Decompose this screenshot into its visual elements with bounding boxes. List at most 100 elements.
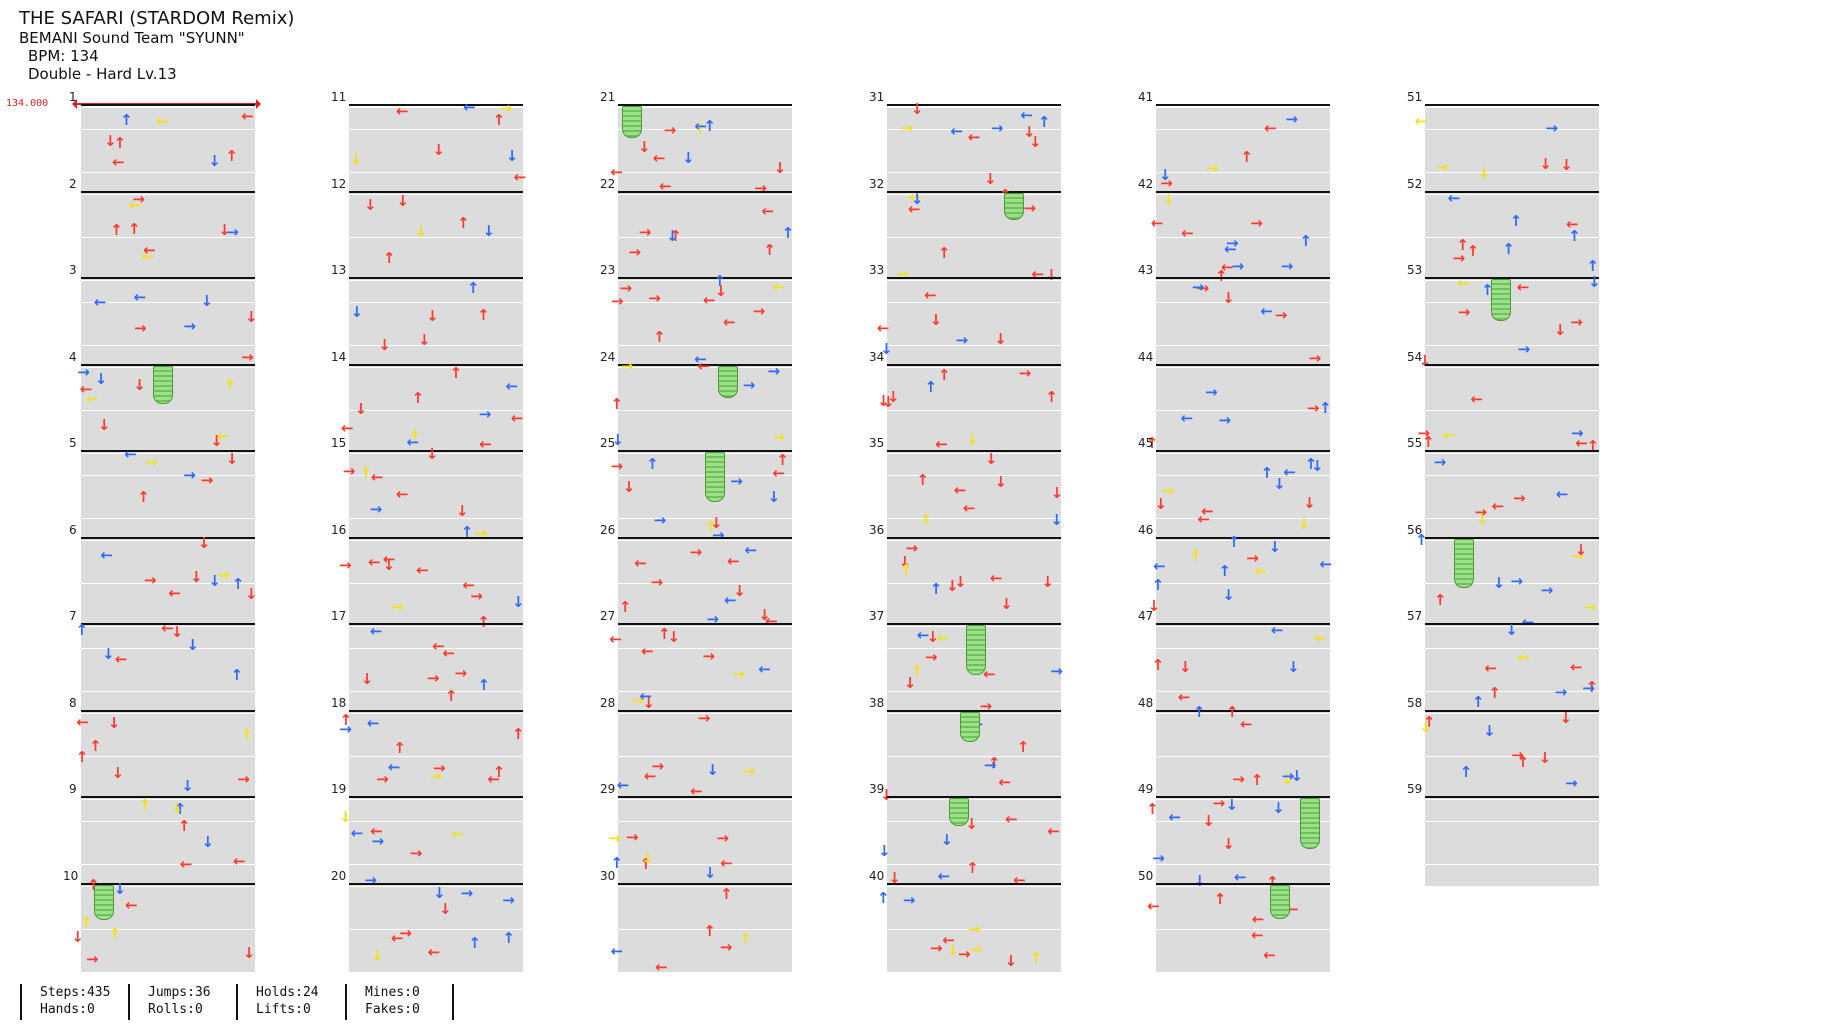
measure-block (349, 190, 523, 281)
beat-band (1425, 735, 1599, 757)
step-arrow-icon: ↑ (720, 885, 733, 904)
measure-number: 23 (600, 263, 616, 277)
step-arrow-icon: ← (1150, 214, 1164, 233)
step-arrow-icon: ← (442, 643, 456, 662)
step-arrow-icon: ↓ (1004, 951, 1018, 970)
beat-band (349, 475, 523, 497)
beat-band (618, 108, 792, 129)
bpm-change-left-cap (72, 99, 77, 109)
beat-band (618, 518, 792, 540)
step-arrow-icon: ↑ (919, 510, 933, 529)
step-arrow-icon: ↑ (1299, 231, 1313, 250)
beat-band (618, 929, 792, 951)
step-arrow-icon: ↓ (1041, 572, 1054, 591)
beat-band (349, 345, 523, 367)
step-arrow-icon: ← (655, 958, 668, 977)
step-arrow-icon: ← (112, 153, 125, 172)
step-arrow-icon: → (1231, 256, 1245, 275)
step-arrow-icon: ↓ (667, 628, 681, 647)
step-arrow-icon: → (1306, 399, 1320, 418)
step-arrow-icon: ↓ (1193, 871, 1206, 890)
step-arrow-icon: ↑ (924, 378, 938, 397)
step-arrow-icon: ← (697, 357, 711, 376)
step-arrow-icon: → (1246, 549, 1259, 568)
beat-band (618, 864, 792, 886)
step-arrow-icon: ↑ (466, 278, 480, 297)
step-arrow-icon: ↑ (639, 855, 653, 874)
step-arrow-icon: ← (1197, 509, 1211, 528)
measure-number: 43 (1138, 263, 1154, 277)
step-arrow-icon: ← (1177, 687, 1191, 706)
step-arrow-icon: ↓ (245, 308, 258, 327)
step-arrow-icon: ← (659, 176, 672, 195)
step-arrow-icon: → (226, 223, 239, 242)
stat-fakes: Fakes:0 (365, 1002, 420, 1017)
measure-line (618, 709, 792, 712)
beat-band (1156, 583, 1330, 605)
beat-band (349, 497, 523, 519)
chart-statistics: Steps:435 Hands:0 Jumps:36 Rolls:0 Holds… (0, 984, 1828, 1024)
step-arrow-icon: ↑ (75, 747, 89, 766)
step-arrow-icon: → (1191, 278, 1205, 297)
step-arrow-icon: ← (432, 636, 445, 655)
step-arrow-icon: → (631, 691, 644, 710)
step-arrow-icon: ↓ (107, 713, 121, 732)
beat-band (349, 367, 523, 389)
measure-block (1156, 190, 1330, 281)
step-arrow-icon: ← (744, 540, 758, 559)
step-arrow-icon: ↑ (75, 621, 89, 640)
measure-block (618, 104, 792, 194)
step-arrow-icon: ← (909, 188, 922, 207)
beat-band (81, 648, 255, 670)
measure-number: 4 (69, 349, 77, 364)
measure-line (1156, 709, 1330, 712)
step-arrow-icon: ← (916, 626, 930, 645)
beat-band (1156, 216, 1330, 238)
step-arrow-icon: ← (694, 350, 707, 369)
stat-mines: Mines:0 (365, 985, 420, 1000)
step-arrow-icon: → (132, 190, 145, 209)
beat-band (81, 194, 255, 216)
beat-band (1425, 432, 1599, 454)
beat-band (1425, 237, 1599, 259)
beat-band (349, 691, 523, 713)
step-arrow-icon: ↓ (940, 830, 954, 849)
beat-band (887, 432, 1061, 454)
step-arrow-icon: ↓ (641, 848, 654, 867)
measure-line (887, 709, 1061, 712)
step-arrow-icon: → (426, 669, 440, 688)
step-arrow-icon: ↑ (393, 738, 406, 757)
beat-band (887, 886, 1061, 908)
measure-block (618, 450, 792, 540)
measure-block (1425, 363, 1599, 454)
step-arrow-icon: ↓ (880, 340, 893, 359)
step-arrow-icon: ← (1020, 106, 1033, 125)
beat-band (81, 108, 255, 129)
beat-band (81, 886, 255, 908)
step-arrow-icon: ↓ (1505, 621, 1518, 640)
beat-band (887, 778, 1061, 800)
beat-band (1156, 518, 1330, 540)
hold-note-icon (705, 452, 726, 503)
bpm-change-right-cap (256, 99, 261, 109)
step-arrow-icon: → (900, 118, 913, 137)
step-arrow-icon: ↑ (1225, 702, 1239, 721)
step-arrow-icon: ↑ (113, 134, 127, 153)
beat-band (349, 454, 523, 475)
step-arrow-icon: ↓ (113, 879, 127, 898)
step-arrow-icon: → (626, 828, 639, 847)
step-arrow-icon: → (902, 890, 916, 909)
step-arrow-icon: → (1225, 233, 1239, 252)
beat-band (81, 324, 255, 346)
step-arrow-icon: ↑ (1240, 148, 1253, 167)
step-arrow-icon: ↑ (1319, 399, 1332, 418)
beat-band (618, 691, 792, 713)
measure-number: 39 (869, 782, 885, 796)
beat-band (1425, 172, 1599, 194)
step-arrow-icon: ← (100, 546, 113, 565)
beat-band (1156, 259, 1330, 281)
step-arrow-icon: ← (1270, 621, 1284, 640)
measure-line (349, 190, 523, 193)
step-arrow-icon: → (339, 556, 352, 575)
step-arrow-icon: ← (652, 149, 666, 168)
